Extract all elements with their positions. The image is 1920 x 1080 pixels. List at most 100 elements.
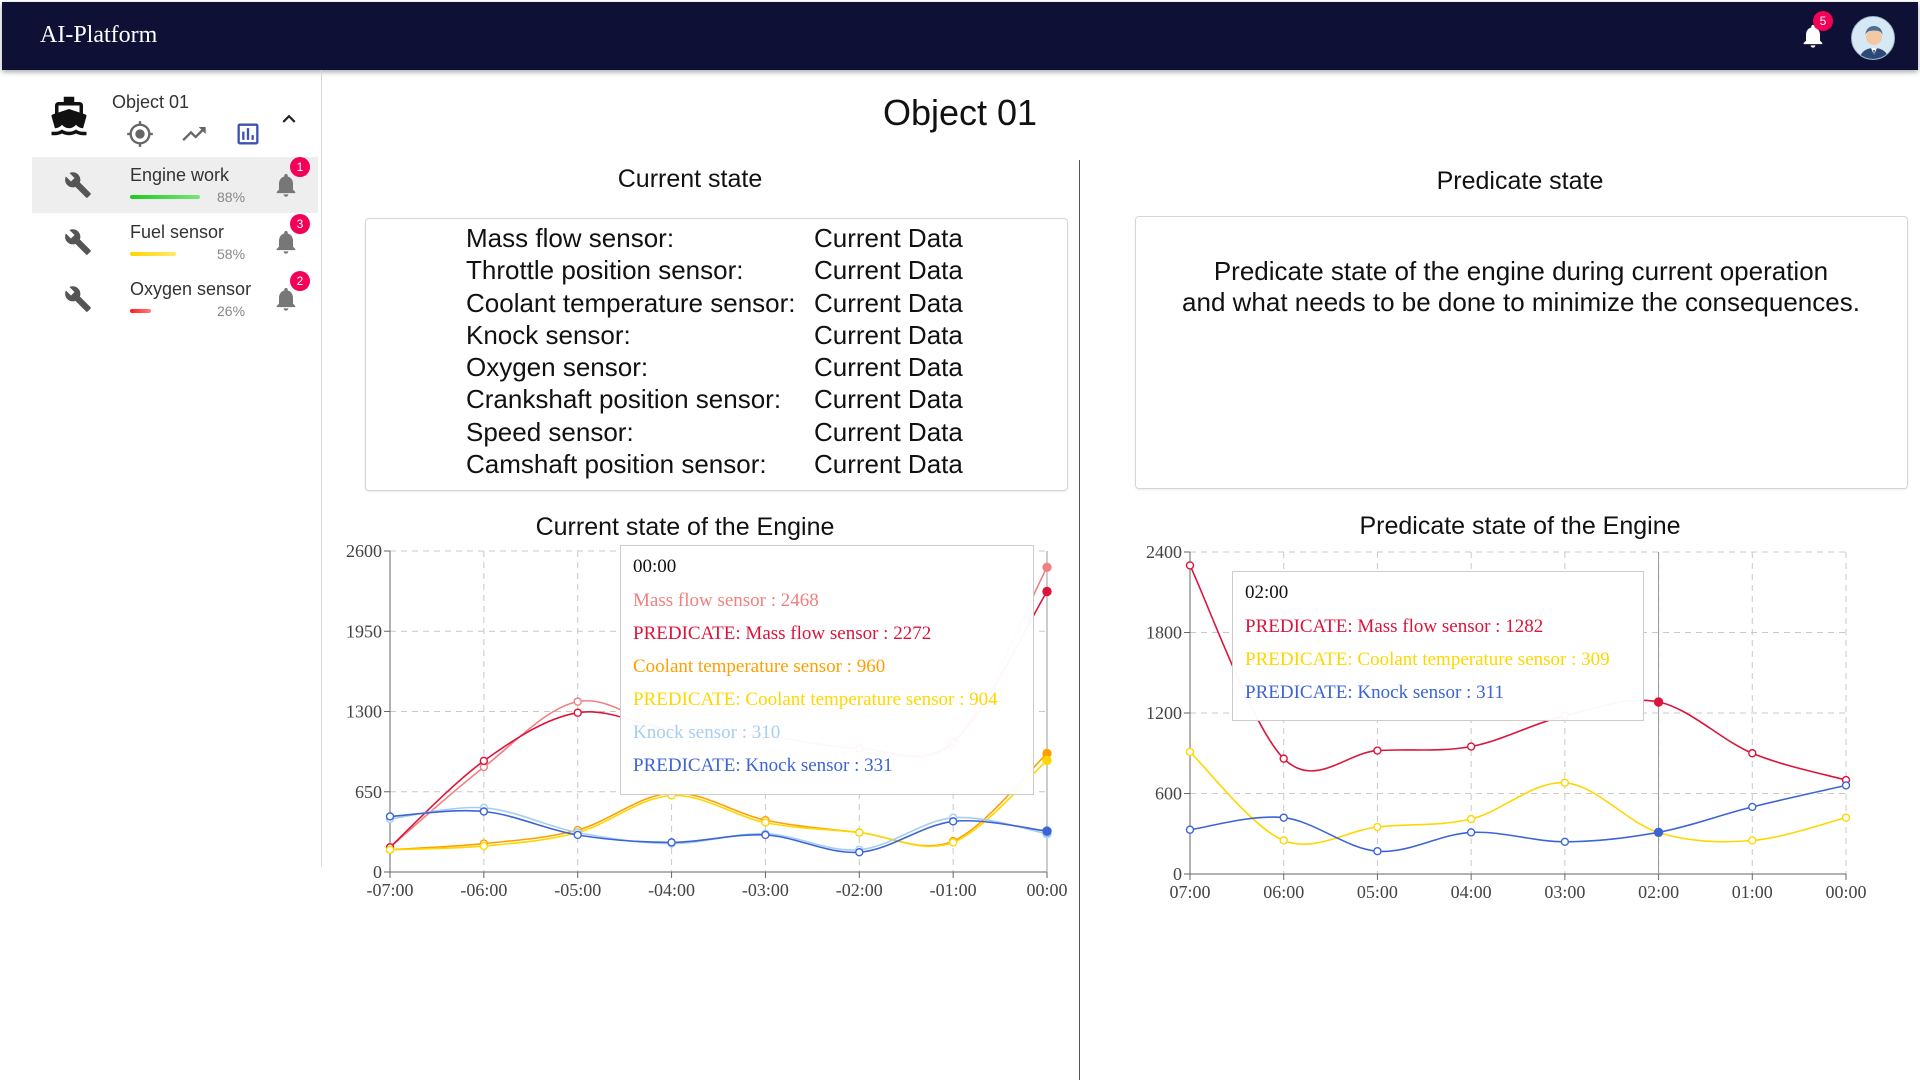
data-point [385, 845, 395, 854]
sensor-value: Current Data [814, 319, 963, 350]
sensor-value: Current Data [814, 287, 963, 318]
tooltip-row: PREDICATE: Coolant temperature sensor : … [633, 689, 998, 710]
x-tick-label: -02:00 [836, 880, 883, 900]
tooltip-row: Mass flow sensor : 2468 [633, 590, 819, 611]
sensor-value: Current Data [814, 352, 963, 383]
chart-tooltip: 00:00 Mass flow sensor : 2468 PREDICATE: … [620, 545, 1034, 795]
sensor-row: Throttle position sensor: Current Data [466, 254, 963, 286]
y-tick-label: 0 [1173, 864, 1182, 884]
notification-badge: 1 [290, 157, 310, 177]
x-tick-label: -06:00 [460, 880, 507, 900]
sensor-row: Camshaft position sensor: Current Data [466, 448, 963, 480]
sensor-name: Mass flow sensor: [466, 223, 675, 253]
data-point [1279, 754, 1288, 763]
tooltip-row: PREDICATE: Mass flow sensor : 2272 [633, 623, 932, 644]
chevron-up-icon[interactable] [276, 106, 302, 132]
data-point [479, 756, 489, 766]
predicate-state-box [1135, 216, 1908, 489]
data-point [1373, 846, 1382, 856]
x-tick-label: -01:00 [930, 880, 977, 900]
user-avatar[interactable] [1851, 16, 1895, 60]
data-point [855, 848, 864, 857]
predicate-state-title: Predicate state [1436, 167, 1604, 195]
sensor-row: Oxygen sensor: Current Data [466, 351, 963, 383]
sidebar-item-engine-work[interactable]: Engine work 88% 1 [32, 157, 318, 213]
data-point [1560, 837, 1570, 846]
data-point [1042, 755, 1052, 766]
bar-chart-icon[interactable] [234, 120, 262, 148]
vertical-divider [1079, 160, 1080, 1080]
x-tick-label: -07:00 [367, 880, 414, 900]
gps-fixed-icon[interactable] [126, 120, 154, 148]
y-tick-label: 2600 [346, 541, 382, 561]
data-point [761, 818, 770, 827]
data-point [1841, 813, 1851, 822]
sensor-name: Throttle position sensor: [466, 255, 744, 286]
notifications-icon[interactable] [272, 285, 300, 313]
data-point [573, 708, 582, 717]
tooltip-row: PREDICATE: Mass flow sensor : 1282 [1245, 616, 1544, 637]
data-point [1466, 814, 1476, 824]
tooltip-row: Coolant temperature sensor : 960 [633, 656, 886, 677]
data-point [1653, 827, 1664, 837]
notifications-icon[interactable] [272, 171, 300, 199]
tooltip-row: PREDICATE: Coolant temperature sensor : … [1245, 649, 1610, 670]
y-tick-label: 0 [373, 862, 382, 882]
x-tick-label: 07:00 [1169, 882, 1210, 902]
sidebar-item-oxygen-sensor[interactable]: Oxygen sensor 26% 2 [32, 271, 318, 327]
predicate-description: Predicate state of the engine during cur… [1136, 256, 1906, 318]
data-point [1185, 747, 1195, 757]
x-tick-label: 05:00 [1357, 882, 1398, 902]
data-point [1560, 778, 1570, 787]
progress-percent: 58% [217, 246, 246, 262]
data-point [667, 838, 676, 847]
data-point [1653, 697, 1664, 707]
y-tick-label: 1800 [1146, 623, 1182, 643]
series-line [1189, 784, 1847, 853]
data-point [1042, 586, 1052, 597]
data-point [1042, 562, 1052, 572]
y-tick-label: 650 [355, 782, 382, 802]
x-tick-label: 02:00 [1638, 882, 1679, 902]
notification-count-badge: 5 [1813, 11, 1833, 31]
trending-up-icon[interactable] [180, 120, 208, 148]
sensor-value: Current Data [814, 255, 963, 286]
object-name[interactable]: Object 01 [112, 92, 190, 112]
wrench-icon [64, 285, 92, 313]
y-tick-label: 600 [1155, 784, 1182, 804]
tooltip-time: 02:00 [1245, 582, 1289, 603]
sidebar-item-label: Engine work [130, 165, 230, 185]
notification-badge: 2 [290, 271, 310, 291]
sensor-name: Speed sensor: [466, 416, 634, 447]
wrench-icon [64, 171, 92, 199]
sensor-value: Current Data [814, 223, 963, 253]
notifications-icon[interactable] [272, 228, 300, 256]
data-point [573, 830, 582, 840]
data-point [761, 830, 770, 840]
x-tick-label: 06:00 [1263, 882, 1304, 902]
chart-title: Current state of the Engine [535, 513, 835, 541]
y-tick-label: 1950 [346, 621, 382, 641]
sensor-name: Crankshaft position sensor: [466, 384, 782, 415]
sensor-name: Camshaft position sensor: [466, 449, 767, 480]
x-tick-label: 00:00 [1026, 880, 1067, 900]
y-tick-label: 1200 [1146, 703, 1182, 723]
wrench-icon [64, 228, 92, 256]
data-point [948, 817, 958, 826]
x-tick-label: 04:00 [1451, 882, 1492, 902]
top-app-bar: AI-Platform 5 [2, 2, 1918, 70]
app-title: AI-Platform [40, 22, 158, 48]
progress-percent: 26% [217, 303, 246, 319]
data-point [1748, 749, 1757, 758]
predicate-text-line: and what needs to be done to minimize th… [1182, 287, 1860, 317]
data-point [1373, 822, 1382, 832]
tooltip-row: Knock sensor : 310 [633, 722, 781, 743]
data-point [479, 841, 489, 851]
sensor-row: Knock sensor: Current Data [466, 319, 963, 351]
progress-bar [130, 252, 176, 256]
sensor-table: Mass flow sensor: Current Data Throttle p… [466, 222, 963, 480]
sensor-row: Speed sensor: Current Data [466, 416, 963, 448]
data-point [1185, 561, 1195, 570]
notifications-icon[interactable] [1799, 22, 1827, 50]
sidebar-item-fuel-sensor[interactable]: Fuel sensor 58% 3 [32, 214, 318, 270]
